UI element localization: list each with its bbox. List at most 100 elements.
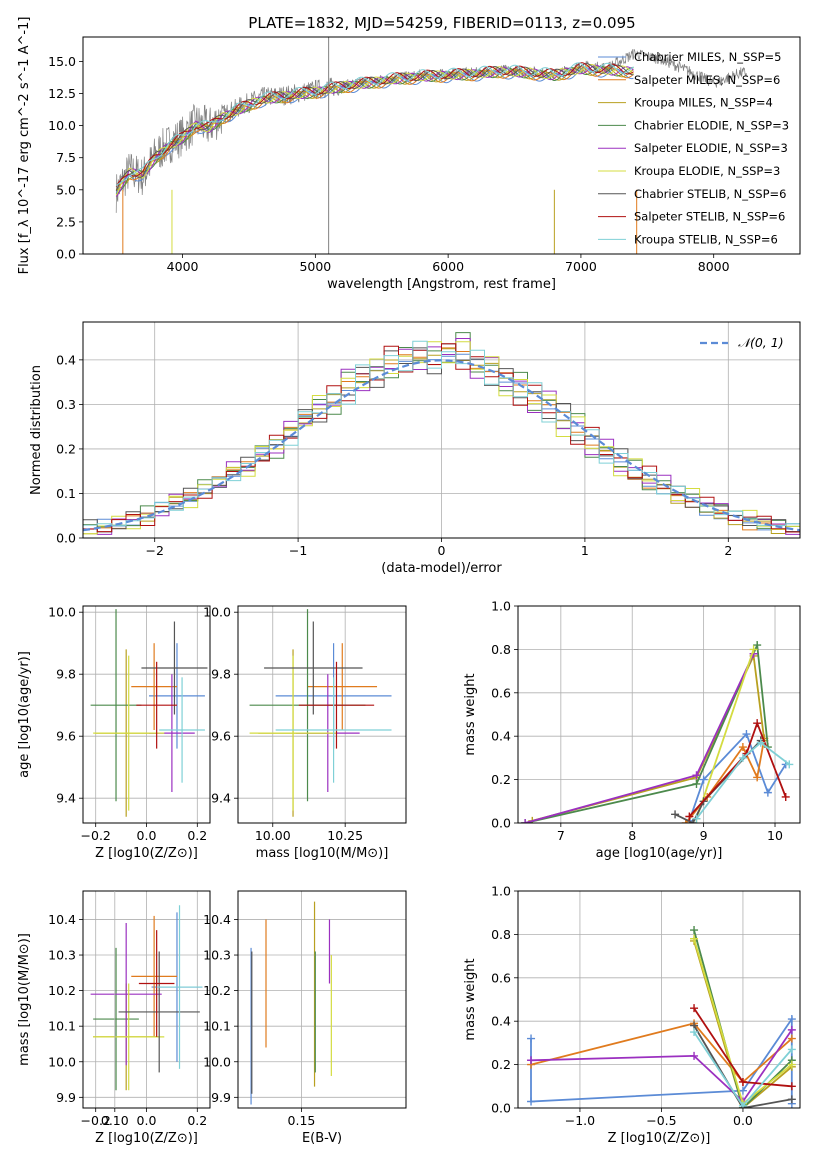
weight-marker (787, 1025, 796, 1034)
x-axis-label: wavelength [Angstrom, rest frame] (327, 277, 556, 292)
x-tick-label: 8 (628, 828, 636, 843)
weight-marker (692, 771, 701, 780)
y-tick-label: 10.0 (48, 1054, 76, 1069)
y-tick-label: 10.1 (48, 1019, 76, 1034)
weight-marker (692, 779, 701, 788)
weight-marker (738, 1101, 747, 1108)
weight-marker (753, 719, 762, 728)
y-axis-label: Flux [f_λ 10^-17 erg cm^-2 s^-1 A^-1] (17, 17, 32, 275)
x-tick-label: 7 (557, 828, 565, 843)
y-tick-label: 10.4 (48, 912, 76, 927)
legend-label: Salpeter STELIB, N_SSP=6 (634, 210, 785, 224)
weight-marker (671, 810, 680, 819)
x-tick-label: 2 (724, 543, 732, 558)
axes-residuals: −2 −1 0 1 2 0.0 0.1 0.2 0.3 0.4 (data-model)/error… (29, 321, 801, 576)
axes-mass-ebv: 0.10 0.15 9.9 10.0 10.1 10.2 10.3 10.4 E(B-V) (101, 890, 407, 1146)
y-tick-label: 10.3 (48, 948, 76, 963)
x-axis-label: (data-model)/error (381, 561, 502, 576)
y-tick-label: 0.4 (491, 1014, 511, 1029)
axes-age-z: −0.2 0.0 0.2 9.4 9.6 9.8 10.0 Z [log10(Z/Z⊙)] ag… (17, 605, 211, 861)
weight-marker (738, 753, 747, 762)
weight-marker (753, 641, 762, 650)
y-tick-label: 0.0 (491, 1101, 511, 1116)
y-tick-label: 10.2 (203, 983, 231, 998)
weight-marker (787, 1095, 796, 1104)
y-tick-label: 9.9 (56, 1090, 76, 1105)
weight-marker (787, 1045, 796, 1054)
weight-marker (690, 1051, 699, 1060)
x-axis-label: age [log10(age/yr)] (596, 846, 723, 861)
x-tick-label: −1.0 (565, 1113, 595, 1128)
x-axis-label: Z [log10(Z/Z⊙)] (608, 1131, 711, 1146)
x-tick-label: 5000 (299, 259, 331, 274)
x-tick-label: 9 (700, 828, 708, 843)
legend-label: Kroupa ELODIE, N_SSP=3 (634, 164, 780, 178)
legend-label: Kroupa STELIB, N_SSP=6 (634, 232, 778, 246)
x-axis-label: Z [log10(Z/Z⊙)] (95, 846, 198, 861)
legend-label: Chabrier MILES, N_SSP=5 (634, 50, 781, 64)
axes-frame (237, 890, 407, 1109)
y-tick-label: 0.0 (56, 247, 76, 262)
x-tick-label: 0.2 (187, 1113, 207, 1128)
weight-line (688, 720, 787, 818)
x-tick-label: −0.2 (81, 828, 111, 843)
y-tick-label: 10.0 (48, 118, 76, 133)
x-tick-label: 0.2 (187, 828, 207, 843)
x-tick-label: 0.0 (137, 828, 157, 843)
x-axis-label: mass [log10(M/M⊙)] (256, 846, 389, 861)
x-tick-label: 0.10 (101, 1113, 129, 1128)
weight-marker (787, 1034, 796, 1043)
weight-marker (690, 1004, 699, 1013)
legend-label: Kroupa MILES, N_SSP=4 (634, 96, 773, 110)
axes-frame (517, 605, 801, 824)
y-tick-label: 9.6 (56, 729, 76, 744)
y-tick-label: 9.6 (211, 729, 231, 744)
y-tick-label: 12.5 (48, 86, 76, 101)
legend-label: Salpeter ELODIE, N_SSP=3 (634, 141, 788, 155)
model-spectrum (115, 66, 634, 191)
weight-line (530, 1022, 793, 1084)
weight-marker (527, 1034, 536, 1043)
y-axis-label: Normed distribution (29, 365, 44, 495)
y-tick-label: 10.0 (48, 605, 76, 620)
model-spectrum (115, 62, 634, 187)
weight-marker (688, 819, 697, 823)
weight-marker (690, 934, 699, 943)
axes-frame (237, 605, 407, 824)
legend-label: Chabrier ELODIE, N_SSP=3 (634, 118, 789, 132)
weight-marker (753, 773, 762, 782)
y-tick-label: 0.0 (491, 816, 511, 831)
weight-line (695, 649, 755, 819)
x-tick-label: −2 (145, 543, 163, 558)
axes-frame (82, 890, 211, 1109)
weight-marker (742, 730, 751, 739)
plot-area (90, 905, 203, 1091)
y-tick-label: 10.4 (203, 912, 231, 927)
x-tick-label: 10.25 (327, 828, 363, 843)
axes-frame (517, 890, 801, 1109)
weight-marker (738, 1077, 747, 1086)
model-spectrum (115, 65, 634, 195)
y-tick-label: 2.5 (56, 214, 76, 229)
legend: 𝒩(0, 1) (700, 335, 784, 350)
weight-marker (738, 1086, 747, 1095)
y-tick-label: 5.0 (56, 182, 76, 197)
weight-marker (756, 738, 765, 747)
y-tick-label: 0.0 (56, 531, 76, 546)
plot-area (83, 332, 800, 538)
x-tick-label: 0.15 (288, 1113, 316, 1128)
weight-marker (527, 1097, 536, 1106)
weight-marker (787, 1015, 796, 1024)
weight-line (524, 641, 769, 823)
axes-frame (82, 605, 211, 824)
y-tick-label: 0.4 (491, 729, 511, 744)
x-tick-label: 0 (438, 543, 446, 558)
histogram-step (83, 340, 800, 538)
weight-marker (781, 792, 790, 801)
weight-marker (527, 1056, 536, 1065)
y-tick-label: 9.8 (211, 667, 231, 682)
y-tick-label: 9.4 (56, 791, 76, 806)
weight-line (693, 929, 793, 1108)
weight-marker (763, 788, 772, 797)
